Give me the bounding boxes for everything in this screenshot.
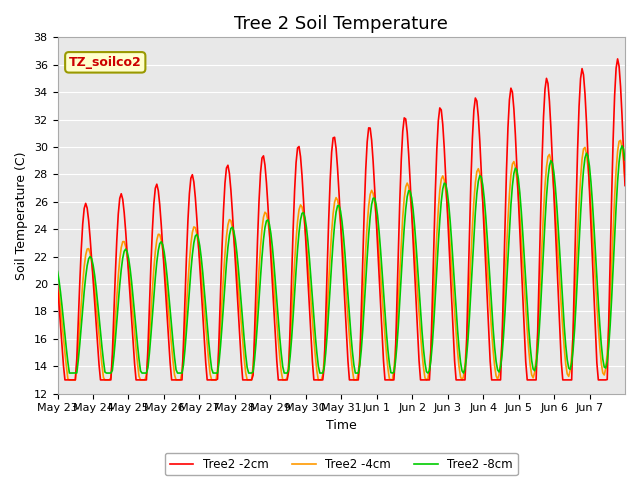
- Tree2 -8cm: [460, 370, 467, 376]
- Line: Tree2 -8cm: Tree2 -8cm: [58, 146, 625, 373]
- Tree2 -8cm: [347, 332, 355, 337]
- Tree2 -2cm: [620, 147, 627, 153]
- Tree2 -8cm: [620, 146, 627, 152]
- Line: Tree2 -2cm: Tree2 -2cm: [58, 59, 625, 380]
- Tree2 -4cm: [544, 154, 552, 159]
- Tree2 -8cm: [544, 175, 552, 181]
- Tree2 -8cm: [54, 268, 61, 274]
- Tree2 -2cm: [621, 183, 629, 189]
- Tree2 -2cm: [347, 377, 355, 383]
- Tree2 -4cm: [65, 377, 73, 383]
- Legend: Tree2 -2cm, Tree2 -4cm, Tree2 -8cm: Tree2 -2cm, Tree2 -4cm, Tree2 -8cm: [164, 453, 518, 475]
- Tree2 -2cm: [61, 377, 68, 383]
- Tree2 -8cm: [618, 143, 626, 149]
- Tree2 -8cm: [65, 370, 73, 376]
- Tree2 -4cm: [620, 158, 627, 164]
- Tree2 -2cm: [92, 319, 100, 325]
- Tree2 -2cm: [460, 377, 467, 383]
- Tree2 -4cm: [621, 177, 629, 183]
- Title: Tree 2 Soil Temperature: Tree 2 Soil Temperature: [234, 15, 448, 33]
- Tree2 -8cm: [621, 157, 629, 163]
- Tree2 -4cm: [54, 276, 61, 282]
- Tree2 -2cm: [614, 56, 621, 62]
- Tree2 -8cm: [92, 284, 100, 290]
- Line: Tree2 -4cm: Tree2 -4cm: [58, 140, 625, 380]
- Tree2 -4cm: [347, 352, 355, 358]
- Tree2 -4cm: [617, 137, 625, 143]
- Tree2 -2cm: [74, 318, 82, 324]
- Tree2 -4cm: [92, 300, 100, 306]
- Tree2 -4cm: [74, 343, 82, 349]
- Tree2 -2cm: [54, 282, 61, 288]
- Tree2 -8cm: [74, 358, 82, 363]
- Tree2 -4cm: [460, 374, 467, 380]
- Y-axis label: Soil Temperature (C): Soil Temperature (C): [15, 151, 28, 280]
- X-axis label: Time: Time: [326, 419, 356, 432]
- Tree2 -2cm: [544, 81, 552, 86]
- Text: TZ_soilco2: TZ_soilco2: [69, 56, 141, 69]
